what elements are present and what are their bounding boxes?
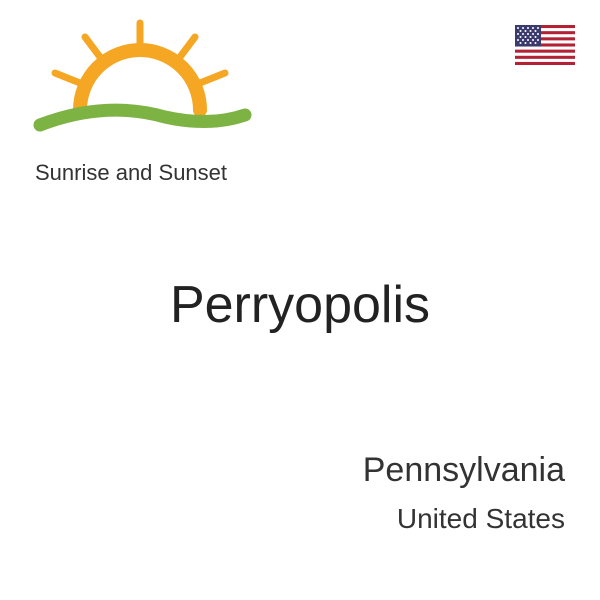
country-label: United States: [397, 503, 565, 535]
sunrise-icon: [25, 15, 255, 155]
region-label: Pennsylvania: [363, 451, 565, 490]
city-title: Perryopolis: [0, 275, 600, 335]
brand-logo: Sunrise and Sunset: [25, 15, 275, 195]
brand-name: Sunrise and Sunset: [35, 160, 227, 186]
country-flag-icon: [515, 25, 575, 65]
